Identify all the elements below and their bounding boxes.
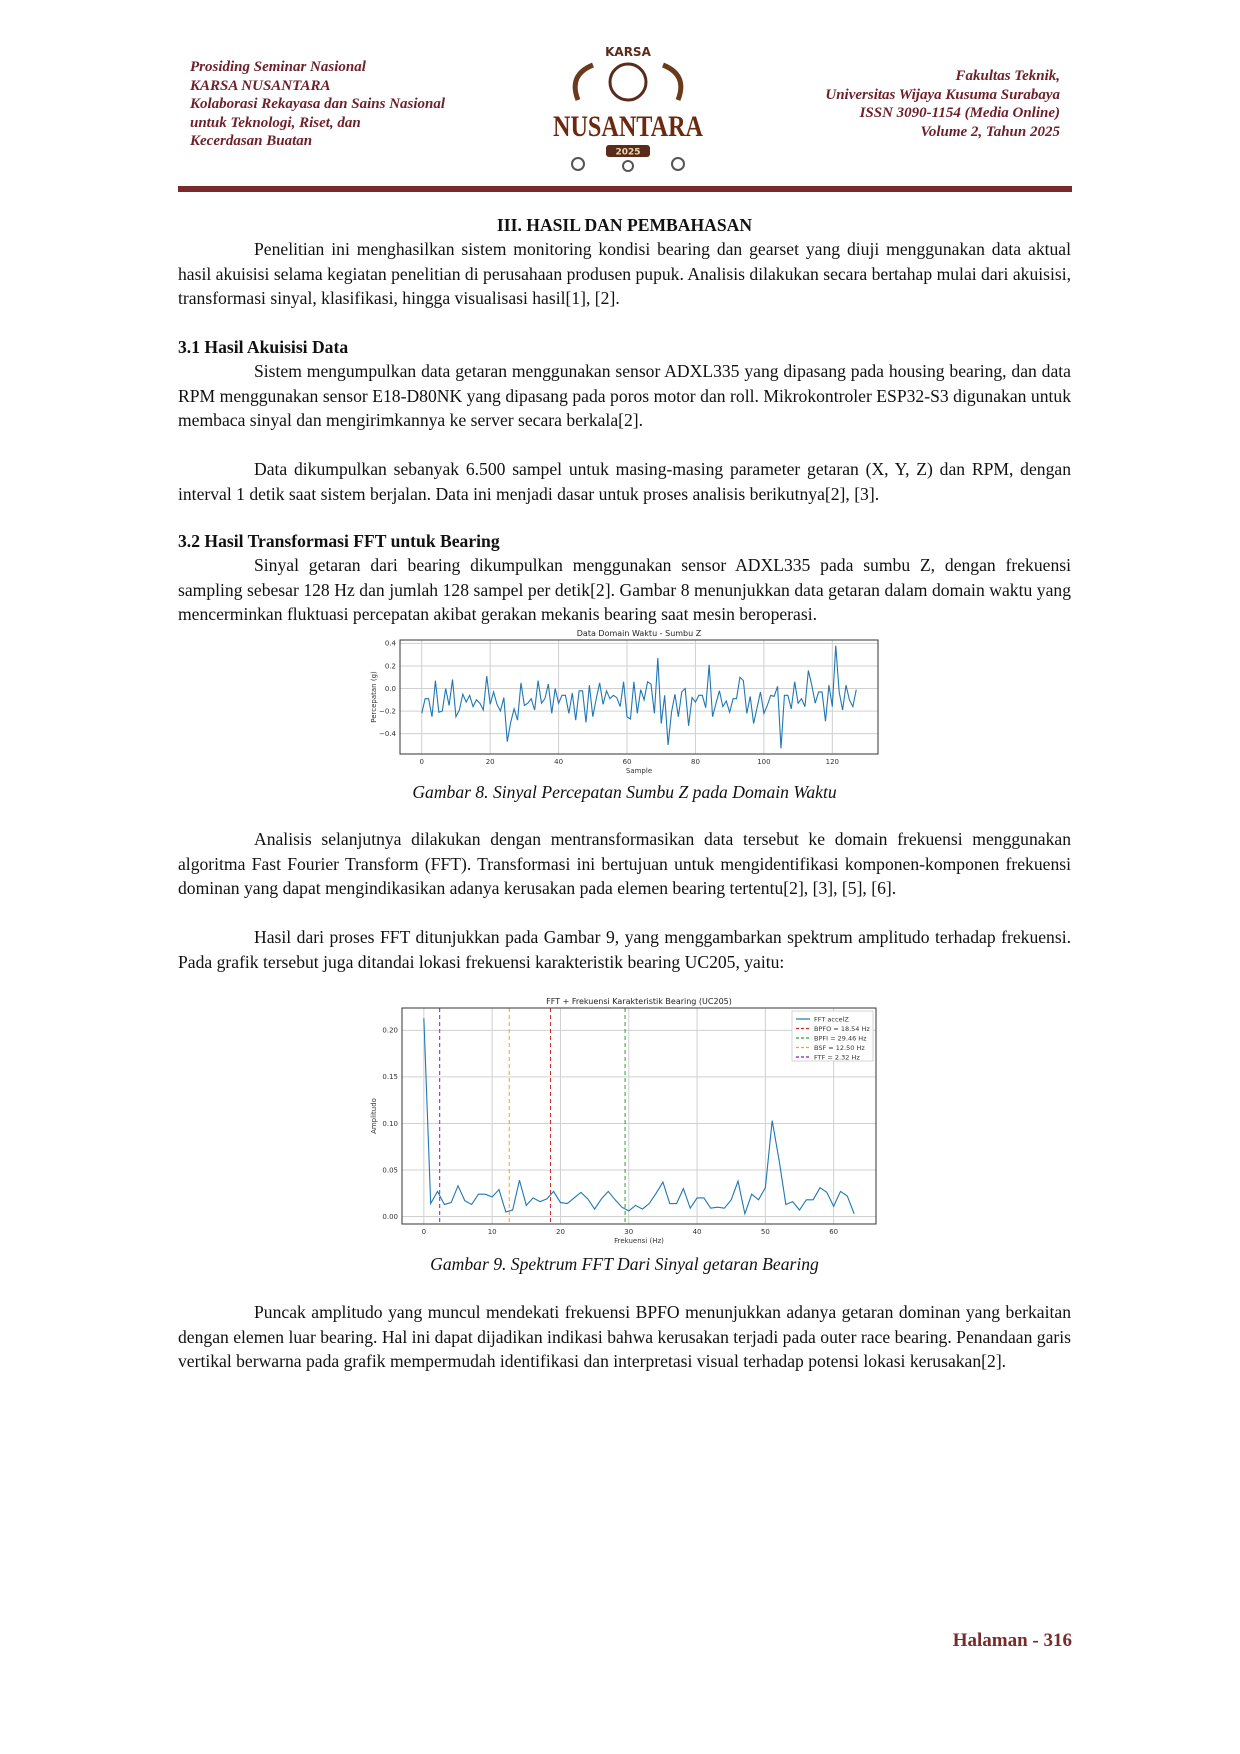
legend-label: FFT accelZ <box>814 1015 849 1023</box>
y-tick-label: 0.0 <box>385 685 396 693</box>
paragraph: Data dikumpulkan sebanyak 6.500 sampel u… <box>178 459 1071 504</box>
paragraph: Puncak amplitudo yang muncul mendekati f… <box>178 1302 1071 1371</box>
x-tick-label: 30 <box>624 1228 633 1236</box>
x-tick-label: 80 <box>691 758 700 766</box>
legend-label: BSF = 12.50 Hz <box>814 1044 865 1052</box>
x-tick-label: 40 <box>693 1228 702 1236</box>
series-line <box>421 645 857 749</box>
x-axis-label: Sample <box>626 767 652 775</box>
y-tick-label: 0.05 <box>382 1166 398 1174</box>
y-tick-label: 0.10 <box>382 1120 398 1128</box>
chart-title: Data Domain Waktu - Sumbu Z <box>577 629 702 638</box>
y-axis-label: Amplitudo <box>370 1098 378 1134</box>
paragraph: Penelitian ini menghasilkan sistem monit… <box>178 239 1071 308</box>
header-right: Fakultas Teknik, Universitas Wijaya Kusu… <box>825 67 1060 141</box>
figure-caption: Gambar 9. Spektrum FFT Dari Sinyal getar… <box>430 1253 819 1274</box>
x-tick-label: 10 <box>488 1228 497 1236</box>
header-right-line: ISSN 3090-1154 (Media Online) <box>859 105 1060 121</box>
x-tick-label: 120 <box>826 758 839 766</box>
legend-label: BPFI = 29.46 Hz <box>814 1034 867 1042</box>
fft-spectrum-chart: FFT + Frekuensi Karakteristik Bearing (U… <box>370 997 877 1245</box>
plot-frame <box>401 1007 877 1225</box>
legend-label: FTF = 2.32 Hz <box>814 1053 860 1061</box>
logo-main-text: NUSANTARA <box>553 110 703 143</box>
x-tick-label: 60 <box>623 758 632 766</box>
header-right-line: Universitas Wijaya Kusuma Surabaya <box>825 86 1060 103</box>
chart-title: FFT + Frekuensi Karakteristik Bearing (U… <box>546 997 732 1006</box>
x-tick-label: 20 <box>486 758 495 766</box>
header-left-line: Kolaborasi Rekayasa dan Sains Nasional <box>190 96 446 112</box>
header-left-line: untuk Teknologi, Riset, dan <box>190 114 361 131</box>
y-tick-label: 0.4 <box>385 640 397 648</box>
y-tick-label: −0.2 <box>379 708 396 716</box>
x-axis-label: Frekuensi (Hz) <box>614 1237 664 1245</box>
header-left-line: Prosiding Seminar Nasional <box>190 59 366 75</box>
header-left-line: KARSA NUSANTARA <box>190 77 331 94</box>
paragraph: Sinyal getaran dari bearing dikumpulkan … <box>178 555 1071 624</box>
paragraph: Sistem mengumpulkan data getaran menggun… <box>178 361 1071 431</box>
logo-year: 2025 <box>615 148 640 158</box>
x-tick-label: 50 <box>761 1228 770 1236</box>
plot-frame <box>399 639 879 755</box>
x-tick-label: 60 <box>829 1228 838 1236</box>
page-content: III. HASIL DAN PEMBAHASAN Penelitian ini… <box>178 213 1071 1373</box>
page-number: Halaman - 316 <box>952 1630 1072 1651</box>
x-tick-label: 0 <box>422 1228 426 1236</box>
paragraph: Analisis selanjutnya dilakukan dengan me… <box>178 829 1071 899</box>
figure-caption: Gambar 8. Sinyal Percepatan Sumbu Z pada… <box>412 782 837 803</box>
y-axis-label: Percepatan (g) <box>370 671 378 723</box>
y-tick-label: 0.2 <box>385 662 396 670</box>
karsa-nusantara-logo: KARSA NUSANTARA 2025 <box>553 45 703 172</box>
x-tick-label: 40 <box>554 758 563 766</box>
y-tick-label: 0.20 <box>382 1027 398 1035</box>
y-tick-label: −0.4 <box>379 730 397 738</box>
header-right-line: Volume 2, Tahun 2025 <box>920 123 1061 140</box>
x-tick-label: 100 <box>757 758 770 766</box>
logo-top-text: KARSA <box>605 45 651 59</box>
header-right-line: Fakultas Teknik, <box>955 68 1060 84</box>
header-left-line: Kecerdasan Buatan <box>190 133 313 149</box>
y-tick-label: 0.15 <box>382 1073 398 1081</box>
series-line <box>423 1018 855 1216</box>
header-left: Prosiding Seminar Nasional KARSA NUSANTA… <box>190 58 445 151</box>
y-tick-label: 0.00 <box>382 1213 398 1221</box>
time-domain-chart: Data Domain Waktu - Sumbu Z 0 20 40 60 80 100 1… <box>370 629 879 775</box>
paragraph: Hasil dari proses FFT ditunjukkan pada G… <box>178 927 1071 972</box>
subsection-title: 3.2 Hasil Transformasi FFT untuk Bearing <box>178 530 500 551</box>
header-rule <box>178 186 1072 192</box>
x-tick-label: 0 <box>419 758 423 766</box>
section-title: III. HASIL DAN PEMBAHASAN <box>496 215 753 235</box>
x-tick-label: 20 <box>556 1228 565 1236</box>
subsection-title: 3.1 Hasil Akuisisi Data <box>178 337 349 358</box>
legend-label: BPFO = 18.54 Hz <box>814 1025 870 1033</box>
